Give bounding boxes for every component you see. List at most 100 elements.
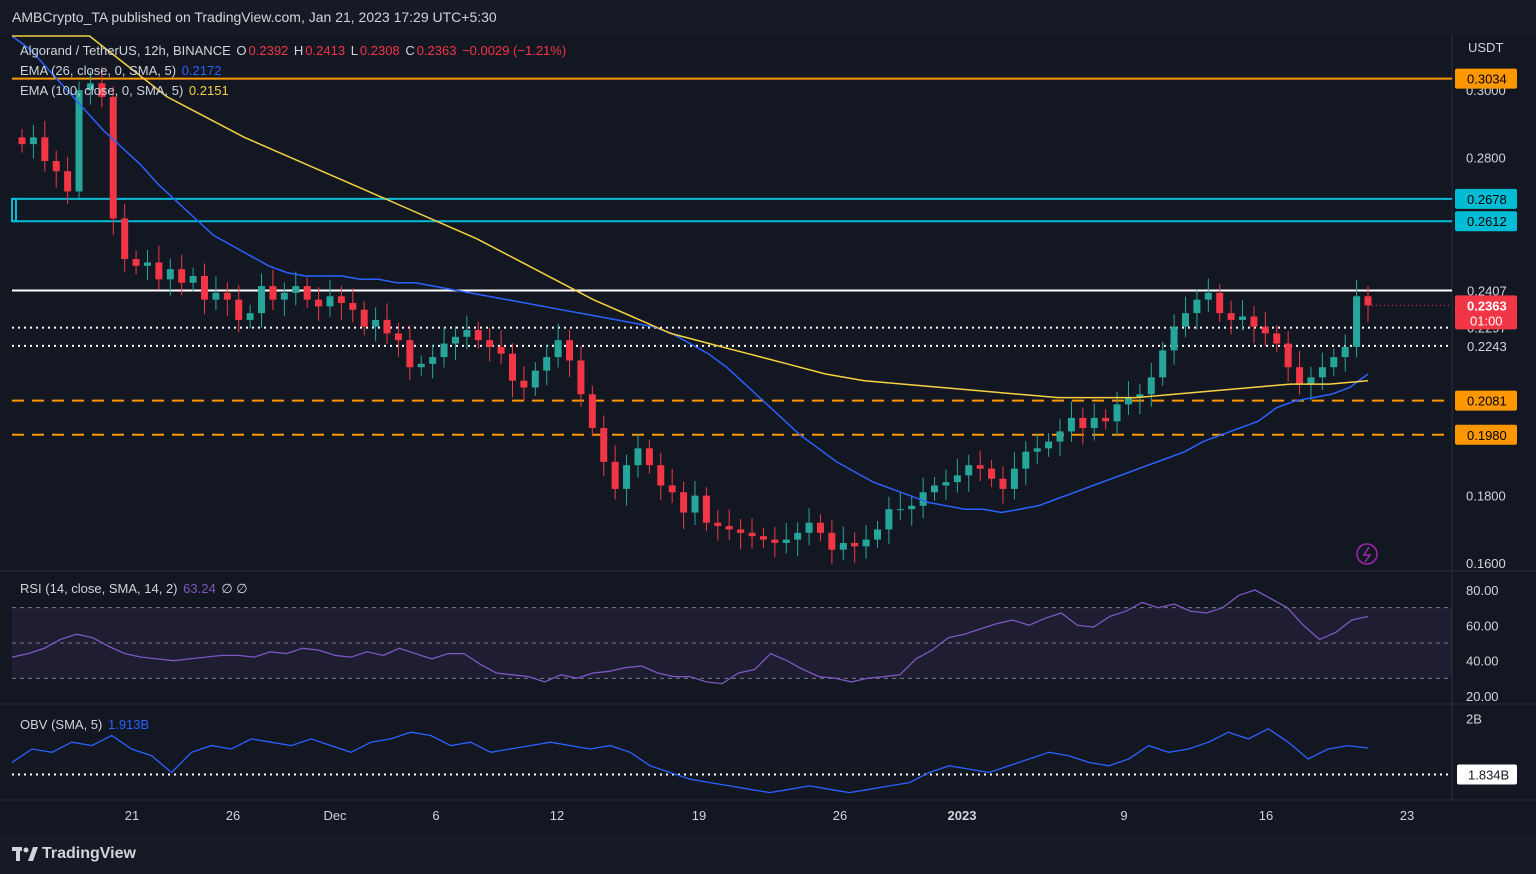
candle-body	[18, 137, 26, 145]
candle-body	[577, 360, 585, 395]
last-price-label: 0.2363	[1467, 298, 1507, 313]
low-value: 0.2308	[359, 43, 400, 58]
candle-body	[394, 333, 402, 341]
candle-body	[75, 90, 83, 192]
candle-body	[1330, 357, 1338, 368]
level-label: 0.2407	[1467, 283, 1507, 298]
level-label-box	[1455, 68, 1517, 89]
ema26-line	[11, 35, 1369, 514]
candle-body	[223, 292, 231, 300]
rsi-legend: RSI (14, close, SMA, 14, 2) 63.24 ∅ ∅	[20, 581, 250, 597]
candle-body	[360, 309, 368, 327]
obv-line	[11, 728, 1369, 794]
candle-body	[372, 319, 380, 327]
price-tick-label: 0.1600	[1466, 556, 1506, 571]
open-value: 0.2392	[248, 43, 289, 58]
candle-body	[29, 137, 37, 145]
ema26-legend: EMA (26, close, 0, SMA, 5) 0.2172	[20, 63, 223, 78]
rsi-line	[11, 589, 1369, 685]
candle-body	[1181, 313, 1189, 327]
time-tick-label: 21	[125, 808, 139, 823]
candle-body	[874, 529, 882, 540]
candle-body	[1239, 316, 1247, 320]
rsi-tick-label: 80.00	[1466, 583, 1499, 598]
candle-body	[1022, 451, 1030, 469]
close-label: C	[405, 43, 415, 58]
candle-body	[1341, 346, 1349, 358]
chart-area[interactable]: USDT 0.3000 0.2800 0.1800 0.1600 0.3034 0.2678…	[0, 34, 1536, 834]
candle-body	[953, 475, 961, 483]
candle-body	[1136, 394, 1144, 398]
candle-body	[486, 340, 494, 347]
candle-body	[1090, 417, 1098, 429]
top-bar: AMBCrypto_TA published on TradingView.co…	[0, 0, 1536, 34]
candle-body	[326, 296, 334, 307]
candle-body	[474, 330, 482, 341]
candle-body	[1045, 441, 1053, 449]
candle-body	[725, 526, 733, 530]
candle-body	[634, 448, 642, 466]
open-label: O	[236, 43, 247, 58]
time-tick-label: 26	[833, 808, 847, 823]
candle-body	[680, 492, 688, 513]
candle-body	[851, 542, 859, 547]
obv-legend: OBV (SMA, 5) 1.913B	[20, 717, 151, 732]
ema100-value: 0.2151	[188, 83, 229, 98]
candle-body	[497, 346, 505, 354]
candle-body	[1193, 299, 1201, 314]
candle-body	[1113, 404, 1121, 422]
candle-body	[988, 468, 996, 479]
symbol-name: Algorand / TetherUS, 12h, BINANCE	[20, 43, 231, 58]
candle-body	[1124, 397, 1132, 405]
candle-body	[976, 465, 984, 469]
candle-body	[280, 292, 288, 300]
candle-body	[155, 262, 163, 280]
candle-body	[1010, 468, 1018, 489]
bottom-bar: TradingView	[0, 834, 1536, 874]
level-label-box	[1455, 335, 1517, 356]
time-tick-label: 23	[1400, 808, 1414, 823]
candle-body	[816, 522, 824, 533]
low-label: L	[350, 43, 358, 58]
level-label: 0.2678	[1467, 192, 1507, 207]
candle-body	[451, 336, 459, 344]
candle-body	[315, 299, 323, 307]
candle-body	[1227, 313, 1235, 320]
candle-body	[623, 465, 631, 489]
candle-body	[668, 485, 676, 493]
candle-body	[805, 522, 813, 533]
candle-body	[759, 536, 767, 540]
level-label-box	[1455, 188, 1517, 209]
candle-body	[64, 171, 72, 192]
candle-body	[942, 482, 950, 486]
tradingview-logo[interactable]: TradingView	[12, 845, 136, 863]
candle-body	[919, 492, 927, 506]
time-tick-label: 19	[692, 808, 706, 823]
level-label: 0.2081	[1467, 394, 1507, 409]
price-tick-label: 0.1800	[1466, 489, 1506, 504]
candle-body	[212, 292, 220, 300]
time-tick-label: 2023	[948, 808, 977, 823]
candle-body	[1261, 326, 1269, 334]
time-tick-label: 12	[550, 808, 564, 823]
candle-body	[417, 363, 425, 368]
candle-body	[269, 286, 277, 300]
candles-group	[18, 66, 1372, 565]
candle-body	[1318, 367, 1326, 378]
candle-body	[406, 340, 414, 368]
candle-body	[1250, 316, 1258, 327]
candle-body	[1033, 448, 1041, 452]
level-label: 0.2243	[1467, 339, 1507, 354]
candle-body	[657, 465, 665, 486]
chart-svg[interactable]: USDT0.30000.28000.18000.16000.30340.2678…	[0, 34, 1536, 834]
tradingview-logo-icon	[12, 847, 38, 861]
ema26-label: EMA (26, close, 0, SMA, 5)	[20, 63, 177, 78]
candle-body	[1079, 417, 1087, 429]
candle-body	[862, 539, 870, 547]
high-label: H	[293, 43, 304, 58]
candle-body	[349, 303, 357, 310]
candle-body	[794, 532, 802, 540]
candle-body	[292, 286, 300, 293]
rsi-label: RSI (14, close, SMA, 14, 2)	[20, 581, 178, 596]
time-tick-label: 6	[432, 808, 439, 823]
